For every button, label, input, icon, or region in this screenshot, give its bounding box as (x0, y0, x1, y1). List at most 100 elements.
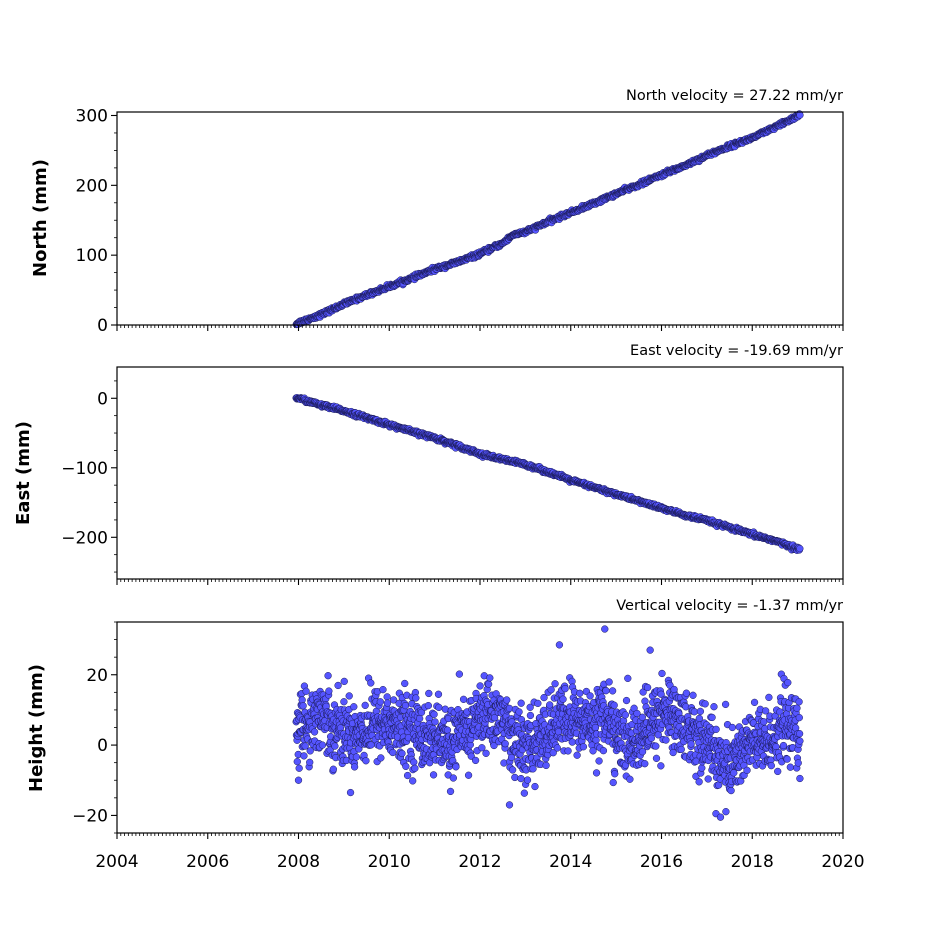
points-height (292, 625, 804, 821)
data-point (517, 699, 525, 707)
data-point (796, 737, 804, 745)
data-point (595, 757, 603, 765)
data-point (576, 689, 584, 697)
data-point (712, 725, 720, 733)
data-point (429, 771, 438, 779)
axes-frame-north (116, 111, 844, 326)
y-tick-label: 200 (76, 176, 108, 196)
data-point (638, 713, 647, 721)
data-point (602, 687, 610, 695)
data-point (592, 769, 601, 777)
data-point (383, 693, 391, 701)
data-point (579, 743, 588, 751)
data-point (511, 773, 519, 782)
data-point (783, 755, 791, 763)
points-north (292, 110, 804, 329)
title-height: Vertical velocity = -1.37 mm/yr (616, 598, 843, 614)
data-point (611, 770, 619, 778)
data-point (482, 749, 490, 757)
data-point (401, 701, 410, 710)
data-point (340, 677, 348, 686)
data-point (795, 713, 803, 722)
data-point (430, 710, 438, 718)
data-point (340, 698, 348, 706)
data-point (716, 813, 725, 821)
data-point (486, 674, 494, 682)
data-point (424, 701, 433, 710)
data-point (350, 703, 358, 711)
data-point (624, 674, 632, 683)
data-point (443, 726, 452, 734)
data-point (609, 778, 617, 787)
data-point (793, 704, 801, 712)
data-point (412, 694, 420, 702)
data-point (696, 707, 705, 716)
data-point (555, 641, 564, 649)
data-point (662, 736, 670, 744)
data-point (767, 762, 775, 770)
data-point (796, 111, 804, 119)
data-point (508, 766, 517, 774)
data-point (641, 760, 649, 768)
data-point (331, 742, 339, 750)
data-point (455, 670, 464, 678)
data-point (324, 672, 332, 680)
x-tick-label: 2012 (458, 852, 501, 872)
data-point (704, 775, 712, 783)
data-point (318, 741, 327, 749)
data-point (795, 698, 803, 706)
data-point (484, 680, 493, 688)
data-point (402, 762, 410, 771)
xticks-height: 2004 2006 2008 2010 2012 2014 2016 2018 2020 (95, 833, 865, 872)
y-tick-label: 0 (97, 736, 108, 756)
title-east: East velocity = -19.69 mm/yr (630, 343, 843, 359)
data-point (306, 747, 314, 755)
data-point (610, 701, 618, 709)
data-point (329, 765, 338, 773)
data-point (459, 695, 468, 703)
y-tick-label: −20 (72, 806, 108, 826)
data-point (795, 730, 804, 738)
data-point (599, 747, 608, 755)
x-tick-label: 2020 (821, 852, 864, 872)
data-point (794, 759, 802, 767)
data-point (410, 758, 418, 766)
data-point (425, 689, 433, 698)
data-point (601, 625, 609, 633)
data-point (796, 774, 804, 783)
data-point (434, 690, 443, 698)
data-point (505, 801, 514, 809)
y-tick-label: 20 (86, 666, 108, 686)
data-point (547, 686, 555, 694)
data-point (652, 754, 661, 762)
data-point (605, 678, 613, 686)
ylabel-height: Height (mm) (26, 664, 47, 792)
y-tick-label: 100 (76, 246, 108, 266)
data-point (774, 767, 782, 776)
data-point (715, 781, 723, 789)
data-point (643, 683, 652, 692)
data-point (302, 687, 310, 695)
data-point (377, 754, 385, 762)
x-tick-label: 2010 (368, 852, 411, 872)
data-point (657, 762, 665, 770)
data-point (701, 700, 709, 708)
data-point (389, 748, 397, 757)
data-point (409, 777, 417, 785)
data-point (779, 741, 788, 750)
data-point (568, 738, 576, 746)
data-point (721, 700, 730, 709)
data-point (695, 778, 703, 786)
data-point (622, 696, 631, 705)
data-point (325, 687, 333, 695)
data-point (708, 713, 716, 722)
data-point (682, 689, 691, 697)
data-point (411, 764, 419, 772)
data-point (415, 714, 424, 723)
yticks-height: 20 0 −20 (72, 621, 117, 834)
x-tick-label: 2018 (731, 852, 774, 872)
data-point (786, 763, 794, 771)
data-point (517, 774, 525, 783)
data-point (345, 692, 353, 700)
